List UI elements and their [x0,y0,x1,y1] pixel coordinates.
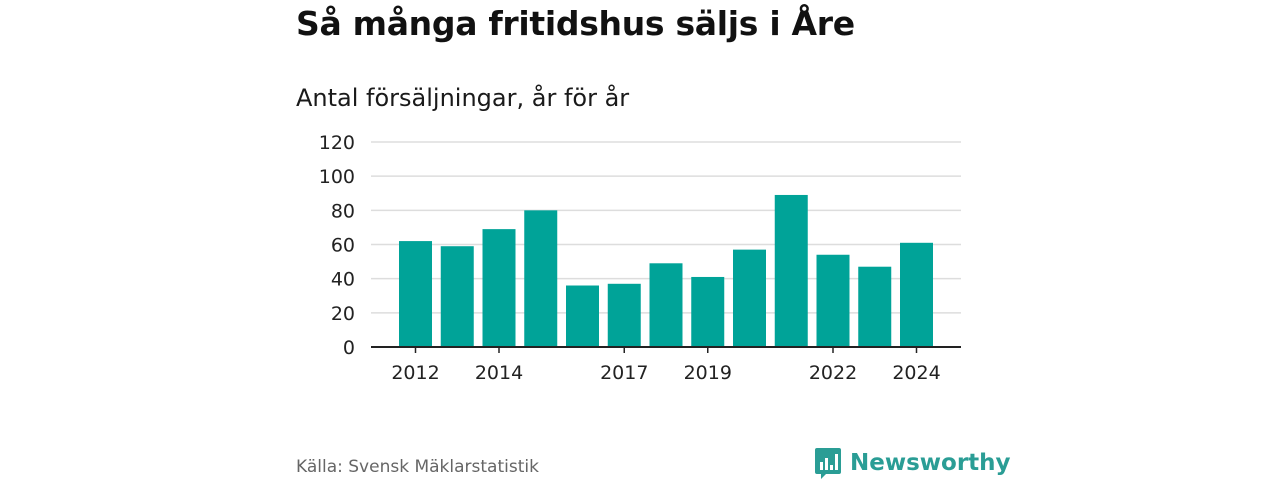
chart-subtitle: Antal försäljningar, år för år [296,84,630,112]
bar-2016 [566,285,599,347]
y-tick-label-80: 80 [331,200,355,222]
source-note: Källa: Svensk Mäklarstatistik [296,457,539,477]
bar-2023 [858,266,892,347]
bar-2019 [691,276,725,347]
bar-chart-speech-icon [815,448,841,479]
bar-2022 [816,254,850,347]
bar-2021 [774,194,808,347]
x-tick-label-2014: 2014 [475,362,523,384]
bar-2013 [440,246,474,347]
x-axis-ticks: 2012 2014 2017 2019 2022 2024 [391,347,941,384]
bar-chart: 0 20 40 60 80 100 120 2012 2014 2017 2019 2022 2024 [319,132,961,384]
y-tick-label-40: 40 [331,269,355,291]
bar-2024 [900,242,933,347]
x-tick-label-2019: 2019 [684,362,732,384]
x-tick-label-2017: 2017 [600,362,648,384]
bars [399,194,933,347]
y-tick-label-120: 120 [319,132,355,154]
chart-card: Så många fritidshus säljs i Åre Antal fö… [296,0,1011,480]
x-tick-label-2022: 2022 [809,362,857,384]
y-tick-label-0: 0 [343,337,355,359]
y-axis-ticks: 0 20 40 60 80 100 120 [319,132,355,359]
bar-2012 [399,241,432,347]
x-tick-label-2012: 2012 [391,362,439,384]
bar-2017 [607,283,641,347]
bar-2020 [733,249,766,347]
brand-name: Newsworthy [850,450,1011,476]
y-tick-label-60: 60 [331,235,355,257]
bar-2018 [649,263,683,347]
x-tick-label-2024: 2024 [892,362,940,384]
brand-logo: Newsworthy [814,446,1011,480]
y-tick-label-20: 20 [331,303,355,325]
y-tick-label-100: 100 [319,166,355,188]
bar-2014 [482,229,516,347]
chart-title: Så många fritidshus säljs i Åre [296,4,855,43]
bar-2015 [524,210,558,347]
